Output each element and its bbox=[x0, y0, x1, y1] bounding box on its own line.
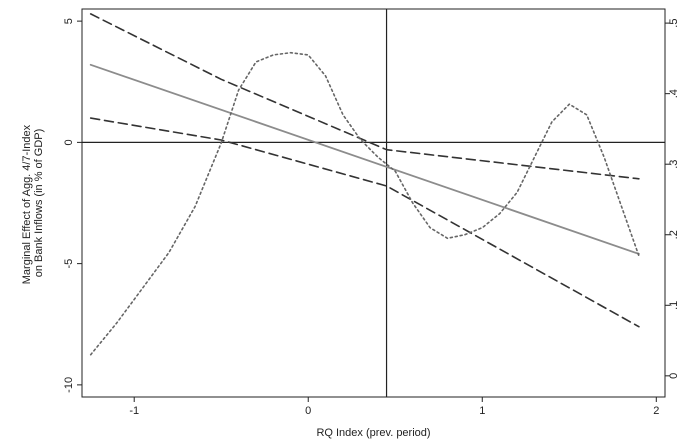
y2-tick-label: .2 bbox=[668, 230, 680, 239]
y-tick-label: -5 bbox=[63, 259, 75, 269]
y2-axis-ticks: 0 .1 .2 .3 .4 .5 bbox=[665, 19, 680, 379]
series-line-dashed-2 bbox=[89, 13, 640, 180]
y2-tick-label: .1 bbox=[668, 301, 680, 310]
y-axis-label: Marginal Effect of Agg. 4/7-Index on Ban… bbox=[21, 122, 45, 284]
y2-tick-label: .3 bbox=[668, 160, 680, 169]
reference-lines bbox=[82, 9, 665, 397]
plot-frame-group bbox=[81, 8, 666, 398]
y-tick-label: -10 bbox=[63, 377, 75, 393]
x-tick-label: 2 bbox=[653, 405, 659, 417]
series-line-solid-1 bbox=[89, 63, 640, 255]
x-tick-label: 1 bbox=[479, 405, 485, 417]
y-tick-label: 0 bbox=[63, 139, 75, 145]
x-tick-label: -1 bbox=[129, 405, 139, 417]
x-axis-label: RQ Index (prev. period) bbox=[316, 427, 430, 439]
series-line-dotted-4 bbox=[89, 51, 640, 356]
series-line-dashed-3 bbox=[89, 117, 640, 328]
y2-tick-label: .4 bbox=[668, 89, 680, 98]
series-layer bbox=[89, 13, 640, 356]
y-tick-label: 5 bbox=[63, 18, 75, 24]
y2-tick-label: .5 bbox=[668, 19, 680, 28]
x-axis-ticks: -1 0 1 2 bbox=[129, 397, 659, 417]
x-tick-label: 0 bbox=[305, 405, 311, 417]
y-axis-label-line-1: Marginal Effect of Agg. 4/7-Index bbox=[21, 124, 33, 284]
y2-tick-label: 0 bbox=[668, 373, 680, 379]
y-axis-ticks: 5 0 -5 -10 bbox=[63, 18, 82, 393]
plot-frame bbox=[81, 8, 666, 398]
y-axis-label-line-2: on Bank Inflows (in % of GDP) bbox=[33, 129, 45, 278]
